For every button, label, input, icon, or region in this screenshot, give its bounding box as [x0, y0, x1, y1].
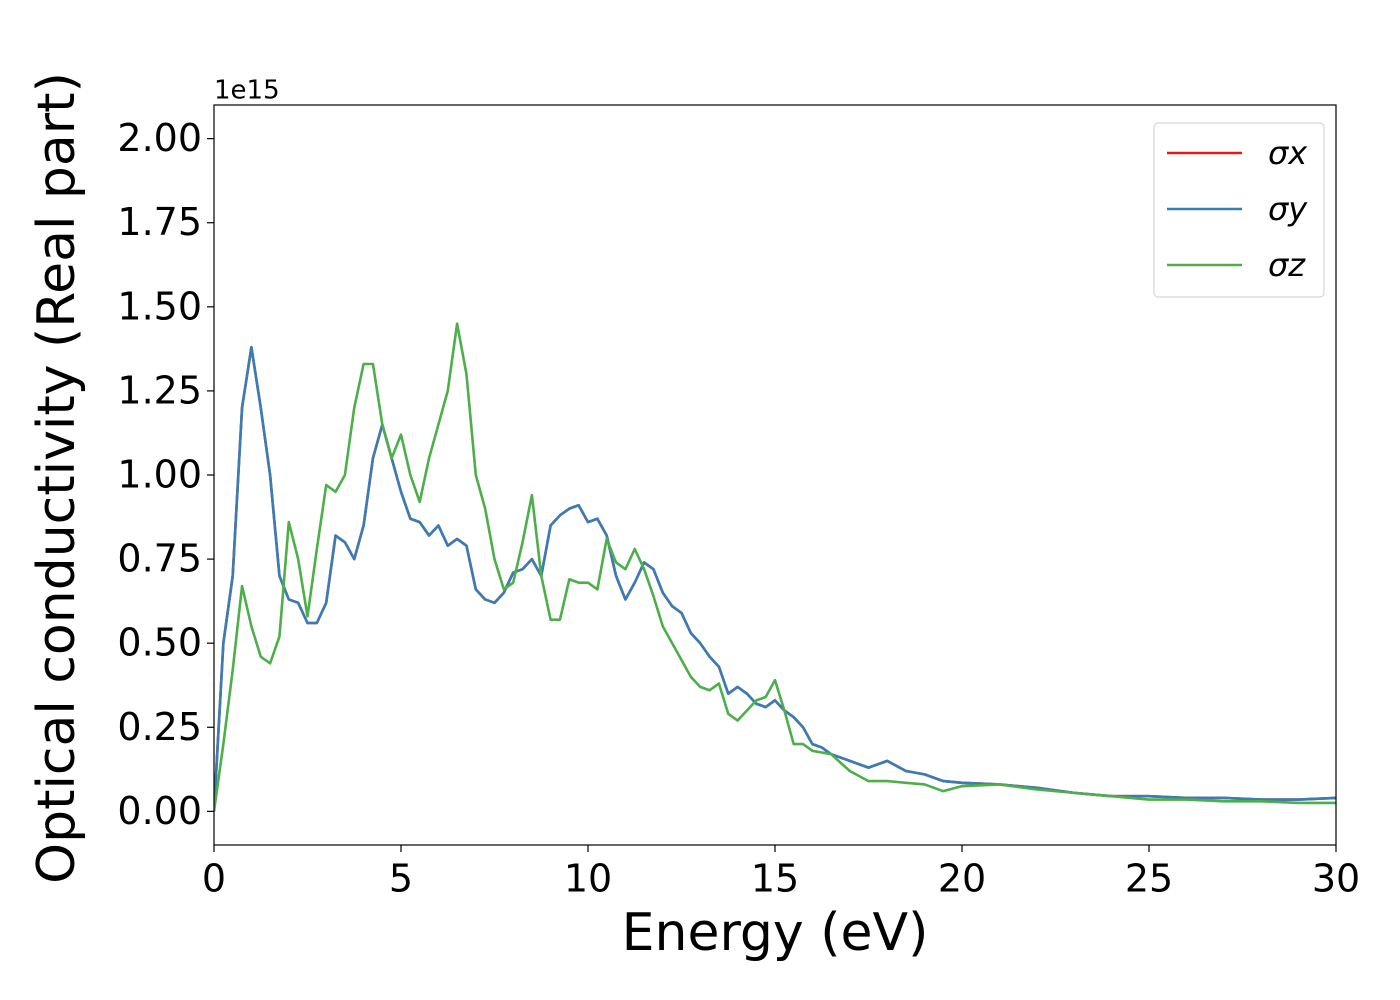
y-tick-label: 1.00 [117, 453, 202, 497]
x-tick-label: 15 [751, 857, 799, 901]
y-tick-label: 1.25 [117, 368, 202, 412]
y-tick-label: 0.75 [117, 537, 202, 581]
y-axis-label: Optical conductivity (Real part) [27, 72, 87, 884]
legend-label: σy [1268, 190, 1308, 228]
x-tick-label: 25 [1125, 857, 1173, 901]
y-tick-label: 1.50 [117, 284, 202, 328]
series-line [214, 345, 1336, 812]
y-tick-label: 2.00 [117, 116, 202, 160]
x-tick-label: 5 [389, 857, 413, 901]
y-tick-label: 0.25 [117, 705, 202, 749]
y-tick-label: 0.50 [117, 621, 202, 665]
legend-label: σz [1268, 246, 1306, 284]
y-tick-label: 1.75 [117, 200, 202, 244]
x-tick-label: 10 [564, 857, 612, 901]
plot-frame [213, 104, 1337, 846]
x-tick-label: 0 [202, 857, 226, 901]
legend-label: σx [1268, 134, 1308, 172]
x-tick-label: 30 [1312, 857, 1360, 901]
y-tick-label: 0.00 [117, 789, 202, 833]
y-offset-label: 1e15 [214, 76, 280, 106]
x-tick-label: 20 [938, 857, 986, 901]
x-axis-label: Energy (eV) [622, 903, 929, 963]
series-line [214, 322, 1336, 812]
